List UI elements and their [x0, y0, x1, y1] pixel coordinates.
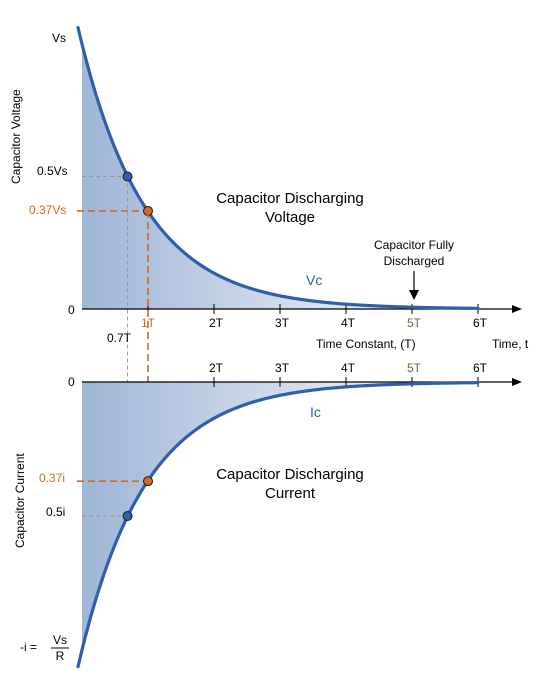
current-curve — [76, 381, 480, 669]
current-points — [122, 476, 153, 521]
current-y-axis-label: Capacitor Current — [13, 453, 27, 548]
voltage-title-line1: Capacitor Discharging — [216, 190, 364, 207]
current-x-axis-arrow — [512, 378, 522, 386]
time-label: Time, t — [492, 337, 529, 351]
voltage-area-fill — [82, 44, 426, 309]
current-tick-label-2t: 2T — [209, 361, 224, 375]
min-label-denominator: R — [56, 649, 65, 663]
voltage-label-zero: 0 — [68, 303, 75, 317]
voltage-chart: 1T 2T 3T 4T 5T 6T Capacitor Voltage Vs 0.5Vs … — [9, 26, 522, 516]
current-chart: 2T 3T 4T 5T 6T Capacitor Current 0 0.37i 0.5… — [13, 361, 522, 669]
voltage-tick-label-5t: 5T — [407, 316, 422, 330]
fully-discharged-line2: Discharged — [384, 254, 445, 268]
voltage-tick-label-3t: 3T — [275, 316, 290, 330]
voltage-curve — [76, 26, 480, 310]
voltage-curve-label: Vc — [306, 272, 322, 288]
current-tick-label-5t: 5T — [407, 361, 422, 375]
label-0.7t: 0.7T — [107, 331, 132, 345]
current-point-0 — [122, 511, 133, 521]
voltage-label-vs: Vs — [52, 31, 66, 45]
current-title-line2: Current — [265, 485, 316, 502]
current-label-0.5i: 0.5i — [46, 505, 65, 519]
current-tick-label-3t: 3T — [275, 361, 290, 375]
x-axis-title: Time Constant, (T) — [316, 337, 416, 351]
current-min-label: -i = Vs R — [20, 633, 69, 663]
current-tick-label-6t: 6T — [473, 361, 488, 375]
current-label-zero: 0 — [68, 375, 75, 389]
fully-discharged-line1: Capacitor Fully — [374, 238, 454, 252]
fully-discharged-arrowhead — [409, 290, 419, 300]
current-point-1 — [143, 476, 153, 487]
current-curve-label: Ic — [310, 404, 321, 420]
current-label-0.37i: 0.37i — [39, 471, 65, 485]
min-label-numerator: Vs — [53, 633, 67, 647]
voltage-tick-label-2t: 2T — [209, 316, 224, 330]
min-label-prefix: -i = — [20, 640, 37, 654]
voltage-label-0.5vs: 0.5Vs — [37, 164, 68, 178]
voltage-x-ticks: 1T 2T 3T 4T 5T 6T — [141, 304, 488, 330]
current-area-fill — [82, 382, 426, 650]
current-guide-lines — [77, 480, 148, 517]
voltage-title-line2: Voltage — [265, 209, 315, 226]
voltage-x-axis-arrow — [512, 305, 522, 313]
voltage-tick-label-4t: 4T — [341, 316, 356, 330]
current-title-line1: Capacitor Discharging — [216, 466, 364, 483]
voltage-tick-label-6t: 6T — [473, 316, 488, 330]
voltage-label-0.37vs: 0.37Vs — [29, 203, 66, 217]
voltage-point-0 — [122, 171, 133, 182]
voltage-y-axis-label: Capacitor Voltage — [9, 89, 23, 184]
current-tick-label-4t: 4T — [341, 361, 356, 375]
